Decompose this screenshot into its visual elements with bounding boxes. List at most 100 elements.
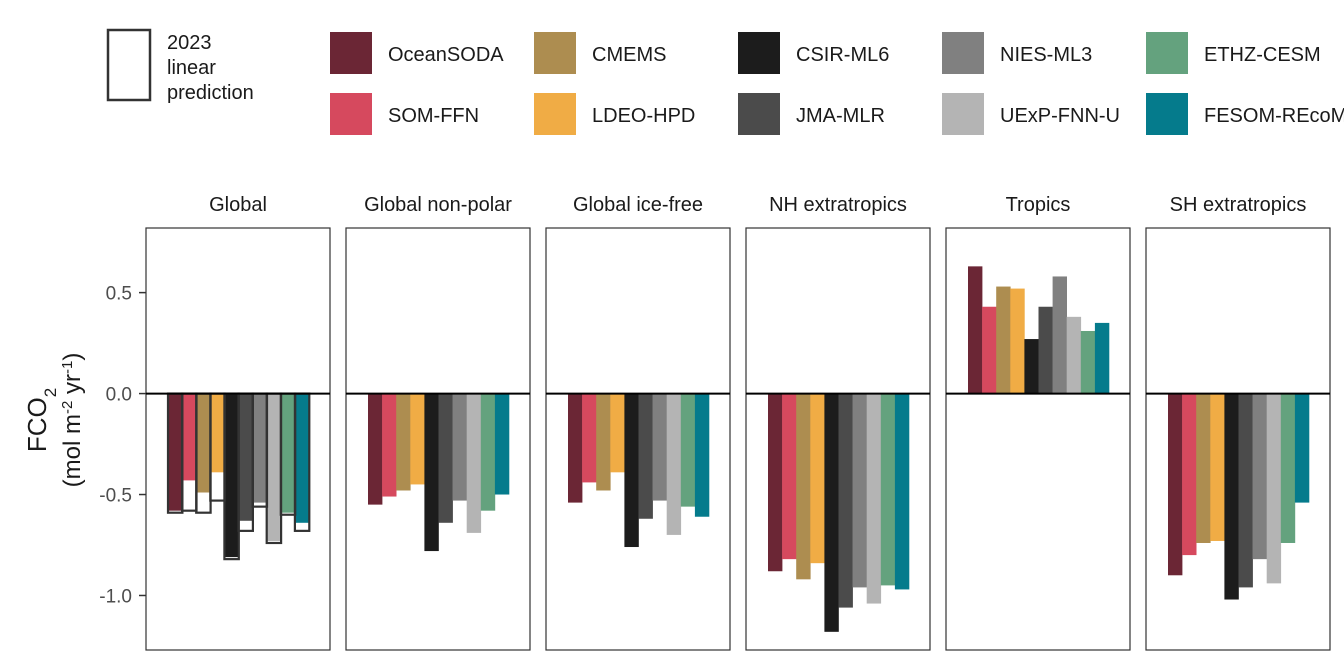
legend-swatch-som-ffn [330,93,372,135]
bar-jma-mlr [1038,306,1053,394]
legend-swatch-csir-ml6 [738,32,780,74]
panel-2: Global ice-free [545,194,731,651]
panel-title: Tropics [1006,194,1071,216]
y-tick-label: -0.5 [99,486,132,507]
bar-fesom-recom [294,393,310,523]
bar-uexp-fnn-u [1066,316,1082,394]
legend-items: OceanSODA SOM-FFN CMEMS LDEO-HPD CSIR-ML6 JMA… [330,32,1344,135]
bar-fesom-recom [1294,393,1310,503]
prediction-legend-key [106,28,152,102]
prediction-legend-label-line3: prediction [167,82,254,104]
bar-csir-ml6 [624,393,639,548]
bar-ldeo-hpd [810,393,825,564]
bar-nies-ml3 [252,393,267,503]
bar-oceansoda [168,393,183,511]
legend-label-uexp-fnn-u: UExP-FNN-U [1000,105,1120,127]
bar-som-ffn [182,393,197,481]
legend-swatch-ethz-cesm [1146,32,1188,74]
bar-ethz-cesm [480,393,496,511]
bar-uexp-fnn-u [466,393,482,533]
bar-oceansoda [368,393,383,505]
bar-ethz-cesm [680,393,696,507]
panel-3: NH extratropics [745,194,931,651]
bar-csir-ml6 [424,393,439,552]
legend-label-ethz-cesm: ETHZ-CESM [1204,44,1321,66]
bar-cmems [596,393,611,491]
panel-1: Global non-polar [345,194,531,651]
prediction-legend-label-line1: 2023 [167,32,212,54]
prediction-legend-label-line2: linear [167,57,216,79]
bar-nies-ml3 [1252,393,1267,560]
bar-jma-mlr [638,393,653,519]
bar-ethz-cesm [1080,330,1096,394]
bar-oceansoda [568,393,583,503]
bar-cmems [396,393,411,491]
legend-swatch-ldeo-hpd [534,93,576,135]
bar-som-ffn [982,306,997,394]
bar-som-ffn [1182,393,1197,556]
legend-label-jma-mlr: JMA-MLR [796,105,885,127]
panel-title: Global ice-free [573,194,703,216]
bar-uexp-fnn-u [266,393,282,541]
legend: 2023 linear prediction OceanSODA SOM-FFN C… [106,28,1344,135]
legend-swatch-uexp-fnn-u [942,93,984,135]
bar-fesom-recom [694,393,710,517]
y-tick-label: 0.0 [106,385,132,406]
bar-csir-ml6 [1224,393,1239,600]
legend-swatch-nies-ml3 [942,32,984,74]
legend-label-cmems: CMEMS [592,44,666,66]
bar-oceansoda [768,393,783,572]
legend-label-nies-ml3: NIES-ML3 [1000,44,1092,66]
bar-ldeo-hpd [610,393,625,473]
bar-ldeo-hpd [1010,288,1025,394]
bar-csir-ml6 [224,393,239,558]
legend-label-oceansoda: OceanSODA [388,44,504,66]
bar-nies-ml3 [452,393,467,501]
bar-ethz-cesm [280,393,296,513]
bar-cmems [1196,393,1211,543]
y-axis-label: FCO2 (mol m-2 yr-1) [22,353,86,488]
legend-swatch-oceansoda [330,32,372,74]
legend-swatch-cmems [534,32,576,74]
panel-title: NH extratropics [769,194,907,216]
panel-title: Global [209,194,267,216]
bar-ethz-cesm [880,393,896,586]
panel-4: Tropics [945,194,1131,651]
panel-0: Global [145,194,331,651]
bar-cmems [796,393,811,580]
legend-label-csir-ml6: CSIR-ML6 [796,44,889,66]
bar-ldeo-hpd [210,393,225,473]
bar-som-ffn [582,393,597,483]
panel-title: SH extratropics [1170,194,1307,216]
bar-jma-mlr [238,393,253,521]
bar-cmems [196,393,211,493]
bar-uexp-fnn-u [666,393,682,535]
bar-oceansoda [1168,393,1183,576]
bar-uexp-fnn-u [1266,393,1282,584]
bar-nies-ml3 [852,393,867,588]
legend-label-fesom-recom: FESOM-REcoM [1204,105,1344,127]
bar-cmems [996,286,1011,394]
panel-5: SH extratropics [1145,194,1331,651]
bar-ethz-cesm [1280,393,1296,543]
bar-jma-mlr [1238,393,1253,588]
panel-title: Global non-polar [364,194,512,216]
y-axis-label-main: FCO2 [22,388,60,452]
bar-jma-mlr [838,393,853,608]
bar-nies-ml3 [652,393,667,501]
bar-jma-mlr [438,393,453,523]
legend-swatch-fesom-recom [1146,93,1188,135]
bar-fesom-recom [894,393,910,590]
bar-csir-ml6 [1024,339,1039,394]
legend-label-ldeo-hpd: LDEO-HPD [592,105,695,127]
bar-som-ffn [382,393,397,497]
y-tick-label: 0.5 [106,284,132,305]
bar-csir-ml6 [824,393,839,632]
y-axis-label-unit: (mol m-2 yr-1) [59,353,87,488]
legend-swatch-jma-mlr [738,93,780,135]
bar-som-ffn [782,393,797,560]
bar-uexp-fnn-u [866,393,882,604]
bar-ldeo-hpd [1210,393,1225,541]
bar-nies-ml3 [1052,276,1067,394]
